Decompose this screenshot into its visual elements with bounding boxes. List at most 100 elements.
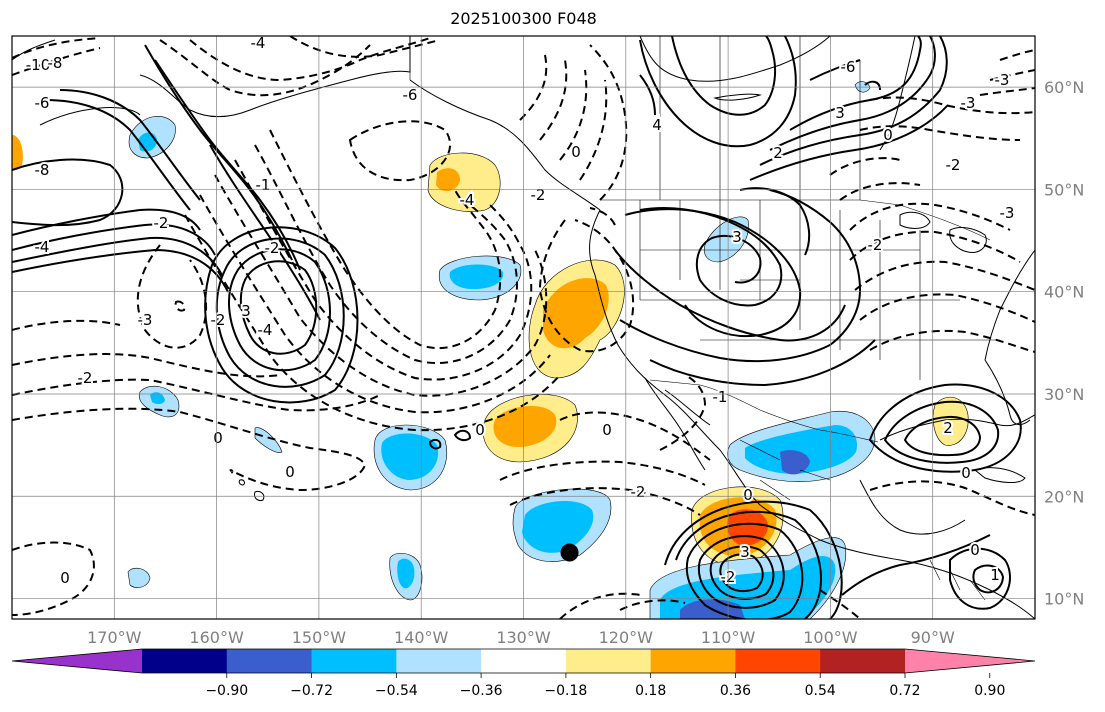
colorbar-tick-label: −0.18 bbox=[544, 683, 587, 699]
contour-label: -2 bbox=[78, 369, 93, 387]
cuba bbox=[973, 467, 1026, 483]
map-frame bbox=[11, 35, 1036, 620]
storm-center-marker bbox=[560, 543, 579, 562]
colorbar-swatch bbox=[650, 649, 736, 673]
contour-label: 0 bbox=[883, 126, 893, 144]
lat-tick-label: 10°N bbox=[1044, 590, 1084, 609]
gulf-coast bbox=[859, 414, 1035, 535]
neg-anomaly-sub-trop-west-core bbox=[381, 433, 439, 480]
canada-provinces bbox=[659, 36, 861, 200]
contour-label: -6 bbox=[841, 58, 856, 76]
colorbar-tick-label: 0.36 bbox=[720, 683, 751, 699]
colorbar-swatch bbox=[820, 649, 906, 673]
contour-label: -2 bbox=[946, 156, 961, 174]
florida-coast bbox=[984, 359, 1031, 426]
colorbar: −0.90 −0.72 −0.54 −0.36 −0.18 0.18 0.36 0.54 0.7… bbox=[11, 648, 1036, 699]
contour-label: -4 bbox=[258, 321, 273, 339]
contour-label: 1 bbox=[990, 566, 1000, 584]
contour-label: -4 bbox=[35, 238, 50, 256]
colorbar-tick-label: 0.90 bbox=[974, 683, 1005, 699]
latitude-axis: 10°N 20°N 30°N 40°N 50°N 60°N bbox=[1044, 78, 1084, 608]
lat-tick-label: 30°N bbox=[1044, 385, 1084, 404]
contour-label: 3 bbox=[732, 228, 742, 246]
contour-lines bbox=[12, 36, 1035, 619]
contour-label: -6 bbox=[403, 86, 418, 104]
contour-label: -3 bbox=[1000, 204, 1015, 222]
contour-label: -1 bbox=[713, 388, 728, 406]
colorbar-tick-label: −0.72 bbox=[290, 683, 333, 699]
contour-label: -4 bbox=[251, 34, 266, 52]
neg-anomaly-mexico-inland-deep bbox=[780, 450, 810, 475]
lat-tick-label: 50°N bbox=[1044, 180, 1084, 199]
lon-tick-label: 150°W bbox=[292, 628, 347, 647]
neg-anomaly-storm-core bbox=[522, 500, 594, 553]
colorbar-swatch bbox=[565, 649, 652, 673]
colorbar-tick-label: −0.54 bbox=[375, 683, 418, 699]
colorbar-swatch bbox=[311, 649, 397, 673]
contour-label: -4 bbox=[460, 191, 475, 209]
contour-label: 2 bbox=[943, 419, 953, 437]
contour-label: 0 bbox=[475, 421, 485, 439]
colorbar-outline bbox=[11, 648, 1036, 674]
colorbar-extend-max bbox=[905, 649, 1035, 673]
contour-label: 3 bbox=[241, 302, 251, 320]
contour-label: 0 bbox=[970, 541, 980, 559]
central-america-borders bbox=[929, 559, 986, 601]
contour-label: -3 bbox=[138, 311, 153, 329]
contour-label: 0 bbox=[743, 486, 753, 504]
contour-label: -6 bbox=[35, 94, 50, 112]
contour-label: -2 bbox=[154, 214, 169, 232]
lon-tick-label: 160°W bbox=[189, 628, 244, 647]
lon-tick-label: 170°W bbox=[87, 628, 142, 647]
neg-anomaly-far-sw bbox=[127, 567, 151, 588]
colorbar-tick-label: −0.36 bbox=[460, 683, 503, 699]
map-title: 2025100300 F048 bbox=[450, 9, 597, 28]
pos-anomaly-west-edge bbox=[12, 135, 23, 171]
political-borders bbox=[409, 36, 1000, 601]
lon-tick-label: 100°W bbox=[803, 628, 858, 647]
east-coast bbox=[984, 249, 1035, 361]
contour-label: -2 bbox=[631, 483, 646, 501]
siberia-coast bbox=[12, 39, 56, 61]
gridlines bbox=[12, 36, 1035, 619]
contour-label: -2 bbox=[211, 311, 226, 329]
us-mexico-border bbox=[649, 379, 879, 443]
contour-label: 0 bbox=[602, 421, 612, 439]
neg-anomaly-hawaii-north-core bbox=[150, 392, 165, 405]
colorbar-swatch bbox=[735, 649, 821, 673]
baja-coast bbox=[644, 377, 711, 471]
neg-anomaly-central-pacific-core bbox=[449, 264, 504, 290]
contour-label: 0 bbox=[60, 569, 70, 587]
contour-label: -3 bbox=[995, 71, 1010, 89]
contour-label: -2 bbox=[531, 186, 546, 204]
lon-tick-label: 110°W bbox=[701, 628, 756, 647]
pos-anomaly-sub-tropical-core bbox=[493, 405, 557, 448]
lon-tick-label: 130°W bbox=[496, 628, 551, 647]
contour-label: -8 bbox=[35, 161, 50, 179]
colorbar-tick-label: −0.90 bbox=[205, 683, 248, 699]
canada-arctic bbox=[639, 36, 831, 101]
colorbar-extend-min bbox=[12, 649, 142, 673]
neg-anomaly-rockies bbox=[703, 216, 749, 263]
contour-label: 0 bbox=[571, 143, 581, 161]
na-west-coast bbox=[589, 209, 1035, 619]
great-lakes bbox=[899, 211, 987, 254]
lon-tick-label: 120°W bbox=[599, 628, 654, 647]
lat-tick-label: 60°N bbox=[1044, 78, 1084, 97]
colorbar-tick-label: 0.18 bbox=[635, 683, 666, 699]
longitude-axis: 170°W 160°W 150°W 140°W 130°W 120°W 110°W 100°W… bbox=[87, 628, 955, 647]
contour-label: -3 bbox=[961, 94, 976, 112]
colorbar-tick-label: 0.54 bbox=[805, 683, 836, 699]
contour-label: -10 bbox=[26, 56, 51, 74]
neg-anomaly-hawaii bbox=[254, 427, 283, 453]
colorbar-swatch bbox=[142, 649, 228, 673]
pos-anomaly-gulf bbox=[932, 396, 969, 446]
us-canada-border bbox=[600, 199, 991, 241]
contour-label: 0 bbox=[961, 464, 971, 482]
pos-anomaly-pnw-coast-core bbox=[543, 278, 609, 349]
negative-contours bbox=[12, 36, 1035, 619]
contour-label: 2 bbox=[773, 144, 783, 162]
colorbar-swatch bbox=[226, 649, 313, 673]
